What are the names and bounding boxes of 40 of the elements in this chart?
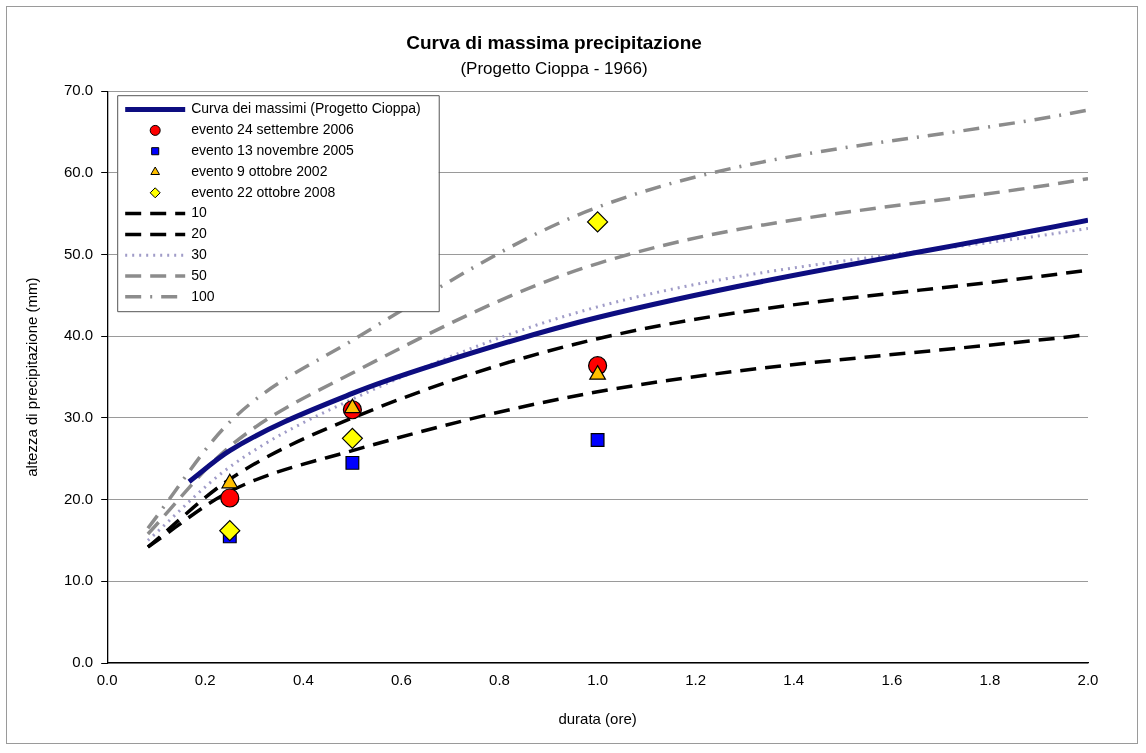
x-tick-label: 0.8 — [489, 671, 510, 689]
legend-label: evento 24 settembre 2006 — [191, 121, 355, 138]
legend-label: evento 9 ottobre 2002 — [191, 162, 328, 179]
legend-label: 20 — [191, 225, 207, 242]
y-axis-title: altezza di precipitazione (mm) — [23, 277, 41, 477]
x-tick-label: 0.6 — [391, 671, 412, 689]
y-tick-label: 40.0 — [63, 326, 94, 344]
x-tick-label: 1.8 — [979, 671, 1001, 689]
y-tick-label: 0.0 — [72, 653, 94, 671]
point — [341, 427, 363, 449]
x-tick-label: 1.2 — [685, 671, 707, 689]
y-tick-label: 60.0 — [63, 163, 94, 181]
legend-label: 100 — [191, 287, 215, 304]
y-tick-label: 70.0 — [63, 81, 94, 99]
legend-label: evento 13 novembre 2005 — [191, 142, 355, 159]
point — [219, 520, 241, 542]
y-tick-label: 50.0 — [63, 244, 94, 262]
y-tick-label: 30.0 — [63, 408, 94, 426]
chart-title: Curva di massima precipitazione — [406, 31, 702, 53]
point — [220, 488, 240, 508]
x-tick-label: 1.0 — [587, 671, 609, 689]
x-tick-label: 0.4 — [292, 671, 314, 689]
x-tick-label: 0.0 — [96, 671, 118, 689]
x-tick-label: 1.4 — [783, 671, 805, 689]
point — [590, 433, 605, 447]
x-tick-label: 0.2 — [194, 671, 216, 689]
x-tick-label: 2.0 — [1077, 671, 1099, 689]
legend-label: 10 — [191, 204, 207, 221]
y-tick-label: 10.0 — [63, 571, 94, 589]
legend-label: Curva dei massimi (Progetto Cioppa) — [191, 100, 421, 117]
legend-label: evento 22 ottobre 2008 — [191, 183, 336, 200]
legend-label: 30 — [191, 246, 207, 263]
x-tick-label: 1.6 — [881, 671, 903, 689]
legend-label: 50 — [191, 266, 207, 283]
point — [587, 211, 609, 233]
point — [345, 455, 360, 470]
y-tick-label: 20.0 — [63, 489, 94, 507]
chart-subtitle: (Progetto Cioppa - 1966) — [460, 58, 648, 78]
line-series — [146, 226, 1088, 542]
x-axis-title: durata (ore) — [558, 710, 637, 728]
